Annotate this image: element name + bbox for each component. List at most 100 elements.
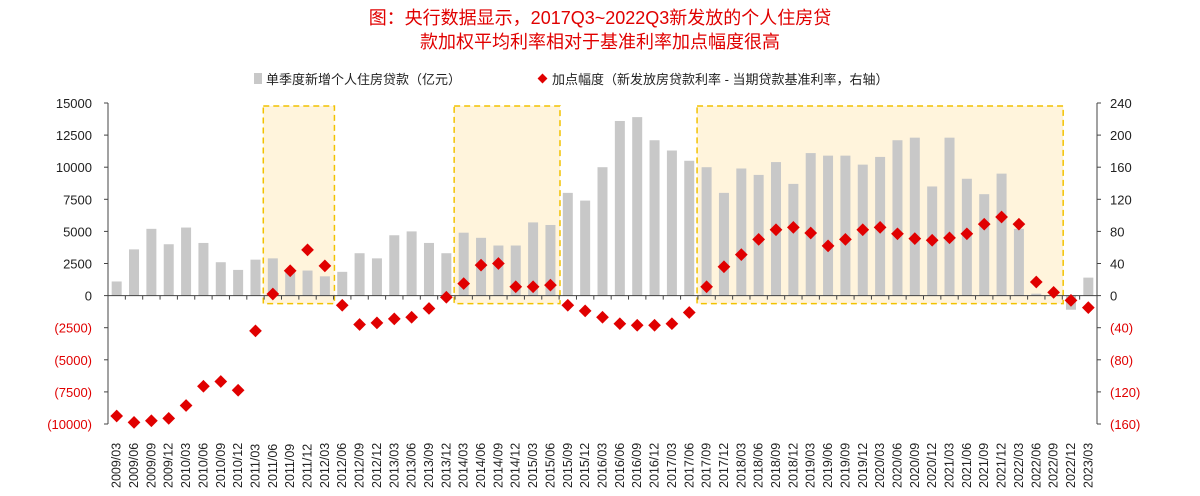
bar bbox=[302, 270, 313, 296]
bar bbox=[701, 167, 712, 296]
y-left-tick-label: (10000) bbox=[47, 417, 92, 432]
data-point bbox=[353, 318, 366, 331]
x-tick-label: 2016/06 bbox=[613, 443, 627, 488]
bar bbox=[892, 140, 903, 296]
x-tick-label: 2023/03 bbox=[1081, 443, 1095, 488]
bar bbox=[562, 192, 573, 296]
data-point bbox=[457, 277, 471, 290]
x-tick-label: 2013/06 bbox=[405, 443, 419, 488]
x-tick-label: 2015/06 bbox=[543, 443, 557, 488]
x-tick-label: 2012/12 bbox=[370, 443, 384, 488]
data-point bbox=[335, 298, 349, 312]
bar bbox=[441, 253, 452, 296]
bar bbox=[944, 137, 955, 296]
x-tick-label: 2013/03 bbox=[387, 443, 401, 488]
bar bbox=[909, 137, 920, 296]
bar bbox=[649, 140, 660, 296]
data-point bbox=[197, 379, 210, 393]
data-point bbox=[492, 257, 505, 270]
bar bbox=[979, 194, 990, 296]
x-tick-label: 2022/09 bbox=[1047, 443, 1061, 488]
bar bbox=[389, 235, 400, 296]
y-right-tick-label: (120) bbox=[1110, 385, 1140, 400]
data-point bbox=[405, 310, 419, 324]
x-tick-label: 2014/03 bbox=[457, 443, 471, 488]
bar bbox=[423, 242, 434, 296]
x-tick-label: 2022/12 bbox=[1064, 443, 1078, 488]
y-left-tick-label: 0 bbox=[85, 289, 92, 304]
data-point bbox=[596, 310, 609, 324]
x-tick-label: 2015/09 bbox=[561, 443, 575, 488]
bar bbox=[267, 258, 278, 296]
x-tick-label: 2017/06 bbox=[682, 443, 696, 488]
x-tick-label: 2019/12 bbox=[856, 443, 870, 488]
x-tick-label: 2011/12 bbox=[301, 444, 315, 488]
y-right-tick-label: 0 bbox=[1110, 289, 1117, 304]
data-point bbox=[422, 302, 436, 315]
bar bbox=[354, 253, 365, 296]
x-tick-label: 2014/12 bbox=[509, 443, 523, 488]
data-point bbox=[613, 317, 627, 331]
y-right-tick-label: 120 bbox=[1110, 192, 1132, 207]
x-tick-label: 2018/12 bbox=[786, 443, 800, 488]
x-tick-label: 2013/09 bbox=[422, 443, 436, 488]
bar bbox=[597, 167, 608, 296]
data-point bbox=[110, 409, 124, 423]
bar bbox=[215, 262, 226, 296]
x-tick-label: 2011/06 bbox=[266, 444, 280, 488]
data-point bbox=[145, 414, 158, 428]
x-tick-label: 2009/03 bbox=[110, 443, 124, 488]
x-tick-label: 2021/12 bbox=[995, 443, 1009, 488]
data-point bbox=[370, 316, 384, 330]
data-point bbox=[266, 287, 280, 301]
data-point bbox=[318, 259, 332, 273]
bar bbox=[823, 155, 834, 296]
x-tick-label: 2009/09 bbox=[144, 443, 158, 488]
data-point bbox=[301, 243, 314, 257]
bar bbox=[250, 259, 261, 296]
bar bbox=[406, 231, 417, 296]
legend-bar-label: 单季度新增个人住房贷款（亿元） bbox=[266, 72, 461, 87]
data-point bbox=[283, 264, 297, 278]
x-tick-label: 2014/09 bbox=[491, 443, 505, 488]
x-tick-label: 2020/09 bbox=[908, 443, 922, 488]
bar bbox=[614, 120, 625, 296]
y-right-tick-label: 160 bbox=[1110, 160, 1132, 175]
x-tick-label: 2020/06 bbox=[890, 443, 904, 488]
bar bbox=[718, 192, 729, 296]
x-tick-label: 2020/03 bbox=[873, 443, 887, 488]
y-right-tick-label: (80) bbox=[1110, 353, 1133, 368]
data-point bbox=[162, 412, 176, 425]
data-point bbox=[387, 312, 401, 326]
x-tick-label: 2022/03 bbox=[1012, 443, 1026, 488]
x-tick-label: 2018/03 bbox=[734, 443, 748, 488]
bar bbox=[1031, 293, 1042, 296]
x-tick-label: 2017/03 bbox=[665, 443, 679, 488]
data-point bbox=[578, 304, 592, 318]
data-point bbox=[682, 306, 696, 319]
x-tick-label: 2021/03 bbox=[943, 443, 957, 488]
x-tick-label: 2011/09 bbox=[283, 444, 297, 488]
y-left-tick-label: 12500 bbox=[56, 128, 92, 143]
data-point bbox=[231, 383, 245, 397]
x-tick-label: 2014/06 bbox=[474, 443, 488, 488]
bar bbox=[111, 281, 122, 296]
legend-point-label: 加点幅度（新发放房贷款利率 - 当期贷款基准利率，右轴） bbox=[552, 72, 889, 87]
bar bbox=[181, 227, 192, 296]
y-right-tick-label: 40 bbox=[1110, 257, 1124, 272]
bar bbox=[129, 249, 140, 296]
bar bbox=[163, 244, 174, 296]
data-point bbox=[249, 324, 262, 338]
bar bbox=[528, 222, 539, 296]
bar bbox=[285, 269, 296, 296]
legend: 单季度新增个人住房贷款（亿元） 加点幅度（新发放房贷款利率 - 当期贷款基准利率… bbox=[254, 72, 889, 87]
x-tick-label: 2013/12 bbox=[439, 443, 453, 488]
data-point bbox=[214, 375, 228, 388]
bar bbox=[666, 150, 677, 296]
bar bbox=[458, 232, 469, 296]
x-tick-label: 2011/03 bbox=[248, 444, 262, 488]
x-tick-label: 2016/12 bbox=[648, 443, 662, 488]
y-right-tick-label: 200 bbox=[1110, 128, 1132, 143]
data-point bbox=[179, 399, 193, 412]
